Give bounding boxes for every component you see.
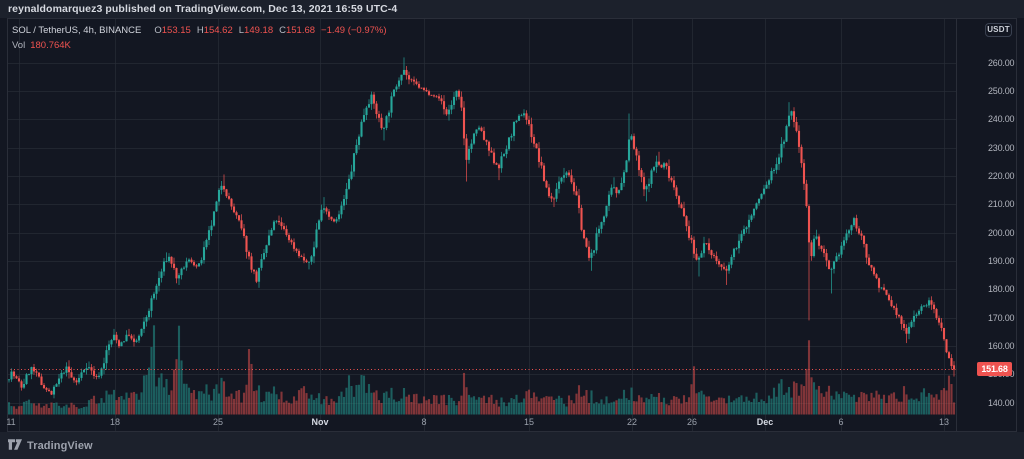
price-tick-label: 250.00 bbox=[988, 85, 1015, 96]
ohlc-value: 153.15 bbox=[161, 25, 191, 36]
time-tick-label: 11 bbox=[6, 417, 16, 427]
volume-row: Vol 180.764K bbox=[12, 38, 387, 53]
symbol-title: SOL / TetherUS, 4h, BINANCE bbox=[12, 25, 142, 36]
price-tick-label: 240.00 bbox=[988, 114, 1015, 125]
ohlc-key: L bbox=[238, 25, 245, 36]
price-tick-label: 260.00 bbox=[988, 57, 1015, 68]
price-tick-label: 140.00 bbox=[988, 397, 1015, 408]
tradingview-logo-icon[interactable] bbox=[8, 437, 22, 455]
time-axis[interactable]: 11 18 25 Nov 8 15 22 26 Dec 6 13 bbox=[0, 417, 957, 432]
time-tick-label: 13 bbox=[938, 417, 950, 427]
time-tick-label: Nov bbox=[311, 417, 329, 427]
ohlc-key: C bbox=[279, 25, 286, 36]
ohlc-key: O bbox=[154, 25, 162, 36]
price-tick-label: 200.00 bbox=[988, 227, 1015, 238]
volume-label: Vol bbox=[12, 39, 26, 51]
ohlc-values: O153.15 H154.62 L149.18 C151.68 bbox=[148, 20, 315, 37]
symbol-row: SOL / TetherUS, 4h, BINANCE O153.15 H154.6… bbox=[12, 23, 387, 38]
attribution-text: reynaldomarquez3 published on TradingVie… bbox=[8, 3, 398, 15]
time-tick-label: 15 bbox=[523, 417, 535, 427]
price-tick-label: 230.00 bbox=[988, 142, 1015, 153]
price-tick-label: 210.00 bbox=[988, 199, 1015, 210]
time-tick-label: 26 bbox=[686, 417, 698, 427]
time-tick-label: 22 bbox=[626, 417, 638, 427]
time-tick-label: 25 bbox=[212, 417, 224, 427]
volume-value: 180.764K bbox=[30, 39, 71, 51]
time-tick-label: 6 bbox=[838, 417, 844, 427]
ohlc-key: H bbox=[196, 25, 204, 36]
change-value: −1.49 (−0.97%) bbox=[321, 25, 387, 36]
footer: TradingView bbox=[8, 439, 93, 453]
ohlc-value: 154.62 bbox=[203, 25, 233, 36]
time-tick-label: 18 bbox=[109, 417, 121, 427]
last-price-badge: 151.68 bbox=[977, 362, 1012, 377]
price-tick-label: 170.00 bbox=[988, 312, 1015, 323]
tradingview-brand-text[interactable]: TradingView bbox=[27, 440, 93, 452]
currency-toggle-button[interactable]: USDT bbox=[985, 23, 1012, 37]
ohlc-value: 149.18 bbox=[244, 25, 274, 36]
ohlc-value: 151.68 bbox=[285, 25, 316, 36]
time-tick-label: Dec bbox=[756, 417, 774, 427]
chart-legend: SOL / TetherUS, 4h, BINANCE O153.15 H154.6… bbox=[12, 23, 387, 52]
price-tick-label: 220.00 bbox=[988, 170, 1015, 181]
price-tick-label: 160.00 bbox=[988, 340, 1015, 351]
price-tick-label: 190.00 bbox=[988, 255, 1015, 266]
time-tick-label: 8 bbox=[421, 417, 427, 427]
price-axis[interactable]: USDT 151.68 260.00 250.00 240.00 230.00 220.… bbox=[957, 18, 1017, 432]
price-axis-separator bbox=[956, 18, 957, 432]
price-tick-label: 180.00 bbox=[988, 284, 1015, 295]
